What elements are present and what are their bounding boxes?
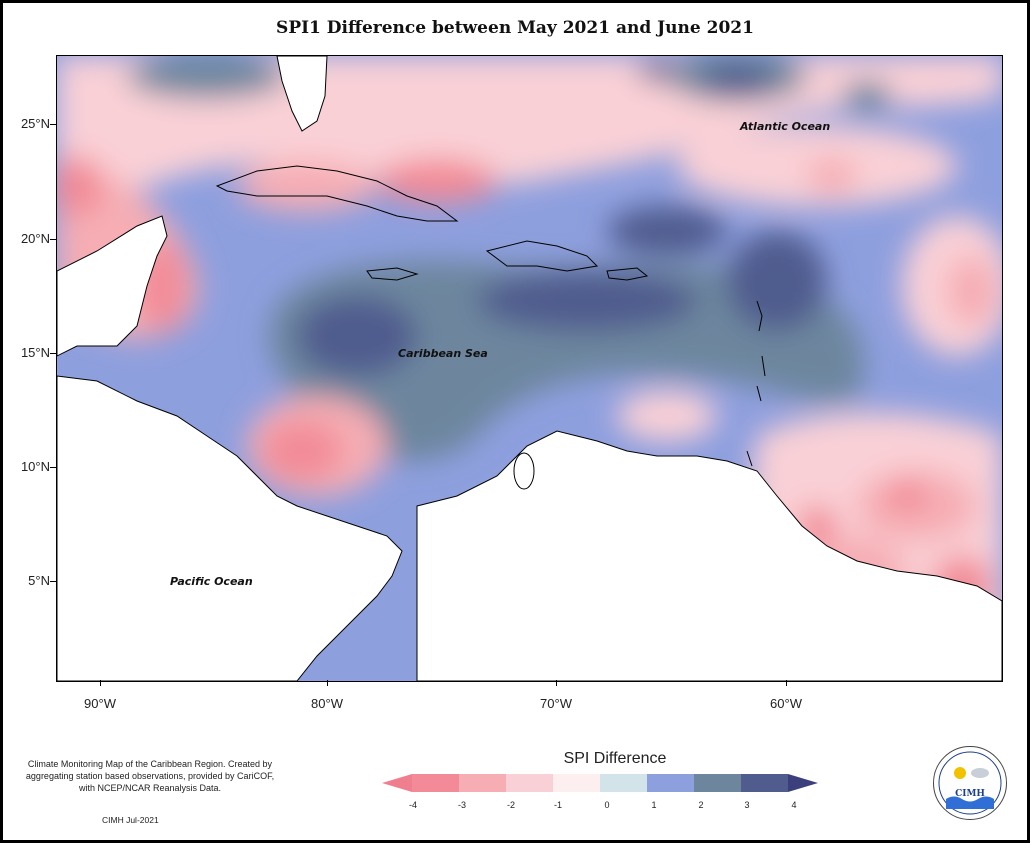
cimh-logo: CIMH <box>933 746 1007 820</box>
legend-swatch <box>694 774 741 792</box>
lat-tick-15 <box>50 353 56 354</box>
lat-tick-10 <box>50 467 56 468</box>
legend-label: 1 <box>651 800 657 810</box>
atlantic-ocean-label: Atlantic Ocean <box>740 120 831 133</box>
legend-label: -2 <box>506 800 515 810</box>
spi-difference-map <box>57 56 1002 681</box>
lat-label-5: 5°N <box>28 573 50 588</box>
lat-label-15: 15°N <box>20 345 50 360</box>
caribbean-sea-label: Caribbean Sea <box>398 347 488 360</box>
legend-swatch <box>741 774 788 792</box>
islands <box>215 165 766 490</box>
lat-tick-5 <box>50 581 56 582</box>
map-panel[interactable] <box>56 55 1003 682</box>
lon-tick-60 <box>786 680 787 686</box>
lon-label-70: 70°W <box>540 696 572 711</box>
legend-colorbar <box>382 774 818 792</box>
legend-label: 2 <box>698 800 704 810</box>
lat-tick-25 <box>50 124 56 125</box>
legend-title: SPI Difference <box>563 750 667 767</box>
map-title: SPI1 Difference between May 2021 and Jun… <box>276 18 754 38</box>
legend-label: -1 <box>553 800 562 810</box>
lon-tick-90 <box>100 680 101 686</box>
legend-label: -3 <box>457 800 466 810</box>
legend-arrow-low <box>382 774 412 792</box>
legend-label: 0 <box>604 800 610 810</box>
credit-label: CIMH Jul-2021 <box>102 815 159 825</box>
lat-label-25: 25°N <box>20 116 50 131</box>
land-masses <box>57 56 1002 681</box>
source-note: Climate Monitoring Map of the Caribbean … <box>25 759 275 793</box>
legend-label: 4 <box>791 800 797 810</box>
lat-tick-20 <box>50 239 56 240</box>
lat-label-10: 10°N <box>20 459 50 474</box>
legend-swatch <box>506 774 553 792</box>
legend-arrow-high <box>788 774 818 792</box>
legend-swatch <box>600 774 647 792</box>
legend-label: 3 <box>744 800 750 810</box>
legend-swatch <box>647 774 694 792</box>
lon-label-80: 80°W <box>311 696 343 711</box>
legend-swatch <box>459 774 506 792</box>
pacific-ocean-label: Pacific Ocean <box>170 575 253 588</box>
spi-field <box>57 56 1002 681</box>
wave-icon <box>946 796 994 809</box>
lat-label-20: 20°N <box>20 231 50 246</box>
legend-swatch <box>553 774 600 792</box>
lon-label-60: 60°W <box>770 696 802 711</box>
logo-text: CIMH <box>955 789 985 799</box>
logo-graphic <box>938 751 1002 815</box>
sun-icon <box>954 767 966 779</box>
legend-label: -4 <box>408 800 417 810</box>
legend-swatch <box>412 774 459 792</box>
lon-tick-80 <box>327 680 328 686</box>
lon-label-90: 90°W <box>84 696 116 711</box>
lon-tick-70 <box>556 680 557 686</box>
cloud-icon <box>971 768 989 778</box>
